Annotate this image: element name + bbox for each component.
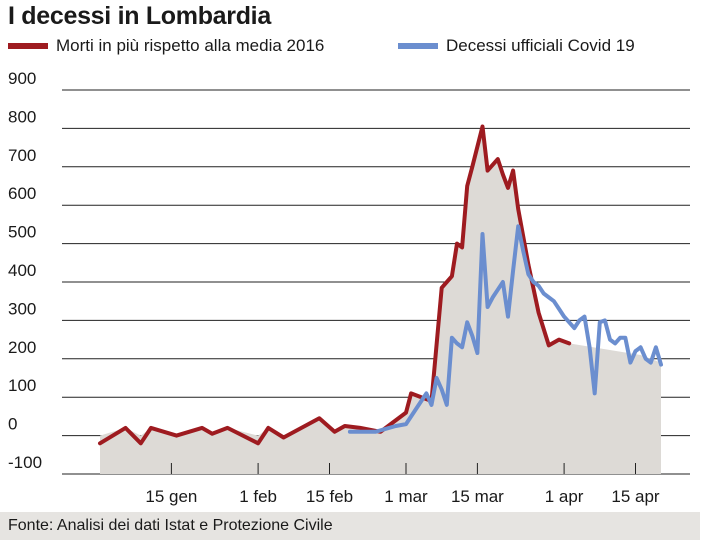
y-tick-label: 500 [8, 223, 36, 242]
y-tick-label: -100 [8, 453, 42, 472]
x-tick-label: 15 apr [611, 487, 660, 506]
series-lines [98, 124, 663, 446]
x-tick-label: 1 feb [239, 487, 277, 506]
legend: Morti in più rispetto alla media 2016 De… [8, 36, 700, 62]
legend-item-covid-deaths: Decessi ufficiali Covid 19 [398, 36, 635, 56]
area-fill [100, 126, 661, 474]
y-tick-label: 300 [8, 299, 36, 318]
y-tick-label: 700 [8, 146, 36, 165]
series-line-excess-deaths [98, 124, 572, 446]
series-line-covid-deaths [347, 224, 663, 434]
y-tick-label: 0 [8, 415, 17, 434]
x-tick-label: 15 mar [451, 487, 504, 506]
y-tick-label: 100 [8, 376, 36, 395]
legend-label-excess-deaths: Morti in più rispetto alla media 2016 [56, 36, 325, 55]
x-tick-label: 15 feb [306, 487, 353, 506]
x-tick-label: 1 mar [384, 487, 428, 506]
y-tick-label: 200 [8, 338, 36, 357]
legend-swatch-covid-deaths [398, 43, 438, 49]
chart-title: I decessi in Lombardia [8, 2, 271, 30]
y-tick-label: 400 [8, 261, 36, 280]
legend-item-excess-deaths: Morti in più rispetto alla media 2016 [8, 36, 324, 56]
y-tick-label: 600 [8, 184, 36, 203]
source-note: Fonte: Analisi dei dati Istat e Protezio… [0, 512, 700, 540]
y-tick-label: 900 [8, 69, 36, 88]
x-axis: 15 gen 1 feb 15 feb 1 mar 15 mar 1 apr 15 apr [145, 463, 660, 506]
x-tick-label: 15 gen [145, 487, 197, 506]
legend-swatch-excess-deaths [8, 43, 48, 49]
y-axis: -100 0 100 200 300 400 500 600 700 800 900 [8, 69, 42, 472]
y-tick-label: 800 [8, 107, 36, 126]
x-tick-label: 1 apr [545, 487, 584, 506]
legend-label-covid-deaths: Decessi ufficiali Covid 19 [446, 36, 635, 55]
excess-deaths-area [100, 126, 661, 474]
